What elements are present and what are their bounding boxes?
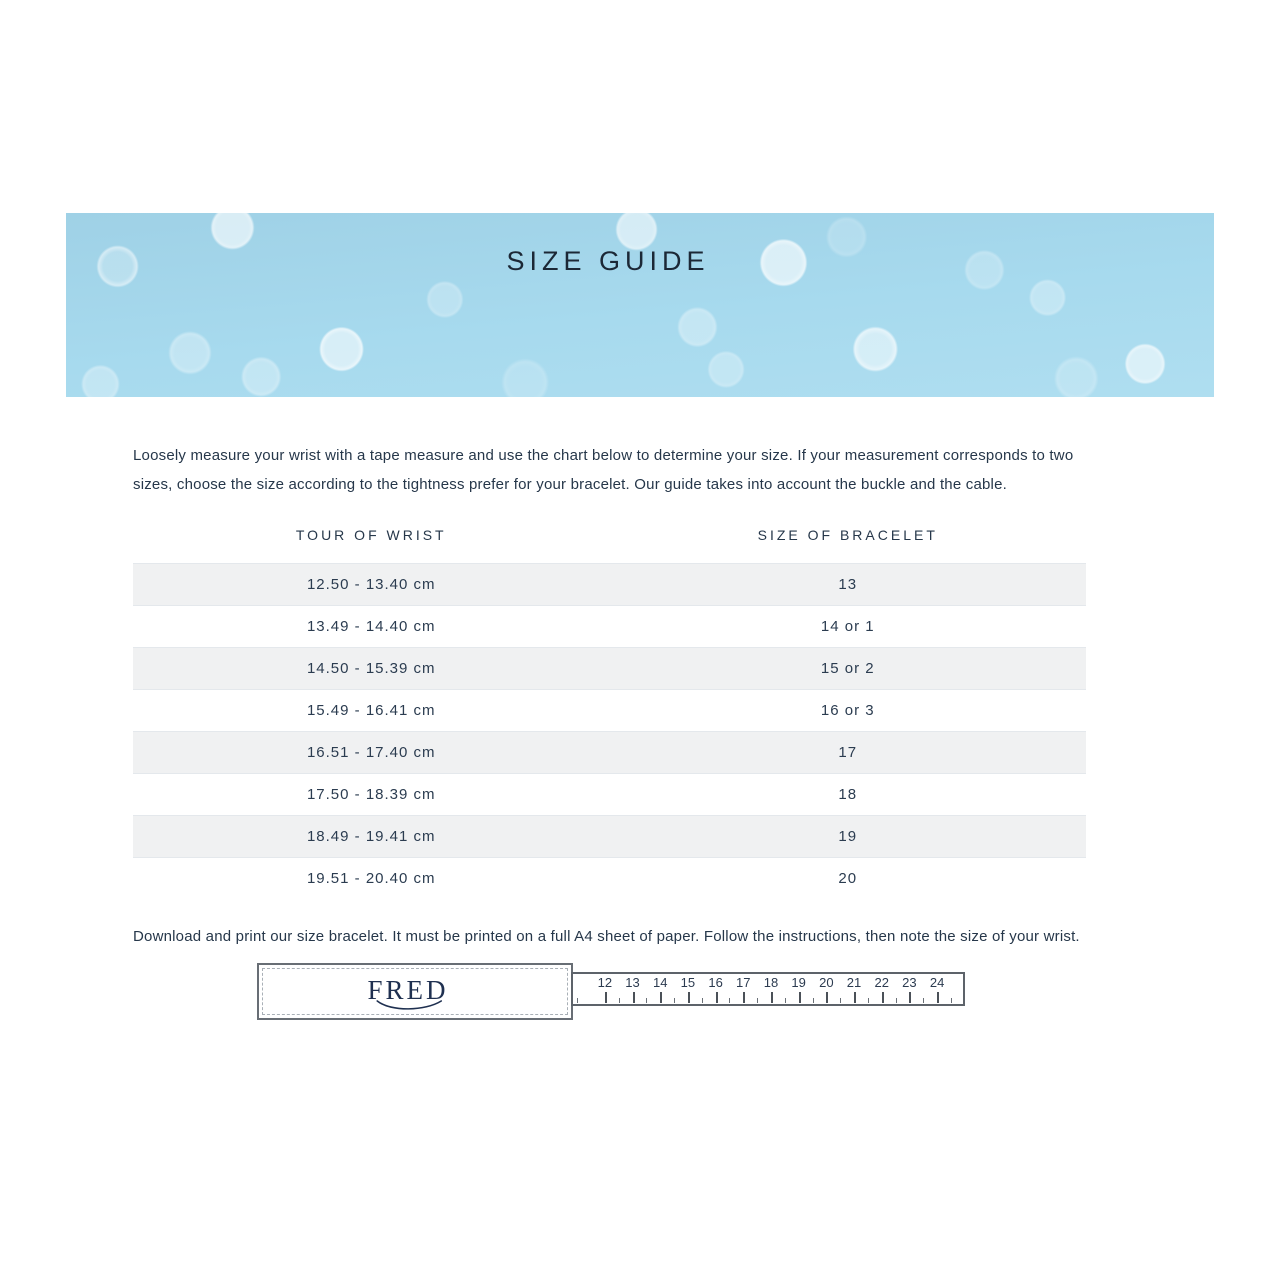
ruler-tick-long: [826, 992, 829, 1003]
fred-logo: FRED: [367, 975, 449, 1005]
ruler-mark: 24: [923, 974, 952, 1004]
ruler-number: 15: [680, 975, 696, 990]
bracelet-size-cell: 18: [838, 786, 858, 803]
ruler-tick-short: [784, 998, 786, 1003]
ruler-number: 21: [846, 975, 862, 990]
ruler-number: 22: [874, 975, 889, 990]
ruler-tick-short: [618, 998, 620, 1003]
ruler-mark: 19: [785, 974, 814, 1004]
ruler-mark: 14: [646, 974, 676, 1004]
table-row: 18.49 - 19.41 cm 19: [133, 815, 1086, 858]
wrist-range-cell: 18.49 - 19.41 cm: [133, 815, 610, 858]
size-guide-content: Loosely measure your wrist with a tape m…: [133, 441, 1086, 1027]
wrist-range-cell: 16.51 - 17.40 cm: [133, 731, 610, 774]
ruler-number: 23: [902, 975, 917, 990]
ruler-tick-long: [743, 992, 746, 1003]
wrist-range-cell: 15.49 - 16.41 cm: [306, 702, 436, 719]
ruler-number: 20: [819, 975, 834, 990]
ruler-number: 19: [791, 975, 806, 990]
ruler-number: 14: [652, 975, 668, 990]
table-header-row: TOUR OF WRIST SIZE OF BRACELET: [133, 527, 1086, 564]
bracelet-size-cell: 14 or 1: [820, 618, 875, 635]
ruler-tick-long: [660, 992, 663, 1003]
ruler-tick-long: [881, 992, 884, 1003]
bracelet-size-cell: 13: [609, 563, 1086, 606]
ruler-mark: 21: [840, 974, 869, 1004]
ruler-number: 18: [763, 975, 779, 990]
ruler-tick-long: [770, 992, 773, 1003]
page-title: SIZE GUIDE: [506, 246, 710, 276]
ruler-tick-long: [798, 992, 801, 1003]
ruler-mark: 22: [868, 974, 897, 1004]
ruler-tick-short: [895, 998, 897, 1003]
table-row: 19.51 - 20.40 cm 20: [133, 858, 1086, 900]
ruler-number: 24: [929, 975, 945, 990]
download-instructions: Download and print our size bracelet. It…: [133, 928, 1080, 945]
ruler-tick-long: [632, 992, 635, 1003]
table-row: 13.49 - 14.40 cm 14 or 1: [133, 606, 1086, 648]
size-table: TOUR OF WRIST SIZE OF BRACELET 12.50 - 1…: [133, 527, 1086, 899]
bracelet-size-cell: 20: [838, 870, 858, 887]
intro-text: Loosely measure your wrist with a tape m…: [133, 447, 1074, 493]
ruler-scale: 12 13 14 15 16 17 18 19 20 21 22 23 24: [577, 974, 952, 1004]
wrist-range-cell: 13.49 - 14.40 cm: [306, 618, 436, 635]
sizer-brand-tab: FRED: [257, 963, 573, 1020]
ruler-mark: 17: [729, 974, 759, 1004]
ruler-number: 17: [736, 975, 751, 990]
ruler-mark: 23: [896, 974, 925, 1004]
wrist-range-cell: 12.50 - 13.40 cm: [133, 563, 610, 606]
ruler-mark: 16: [702, 974, 731, 1004]
ruler-tick-long: [687, 992, 690, 1003]
ruler-mark: 15: [674, 974, 703, 1004]
bracelet-size-cell: 19: [609, 815, 1086, 858]
table-row: 17.50 - 18.39 cm 18: [133, 774, 1086, 816]
ruler-tick-short: [646, 998, 648, 1003]
table-row: 12.50 - 13.40 cm 13: [133, 563, 1086, 606]
ruler-tick-short: [701, 998, 703, 1003]
bracelet-sizer-graphic: FRED 12 13 14 15 16 17 18 19 20 21 22 23…: [133, 963, 1086, 1027]
bracelet-size-cell: 16 or 3: [820, 702, 875, 719]
ruler-tick-long: [937, 992, 940, 1003]
ruler-mark: 18: [757, 974, 786, 1004]
ruler-mark: 12: [591, 974, 620, 1004]
table-row: 16.51 - 17.40 cm 17: [133, 731, 1086, 774]
table-row: 14.50 - 15.39 cm 15 or 2: [133, 647, 1086, 690]
ruler-tick-short: [867, 998, 869, 1003]
bracelet-size-cell: 17: [609, 731, 1086, 774]
ruler-tick-short: [674, 998, 676, 1003]
wrist-range-cell: 14.50 - 15.39 cm: [133, 647, 610, 690]
ruler-tick-long: [715, 992, 718, 1003]
ruler-tick-short: [950, 998, 952, 1003]
column-header-size-of-bracelet: SIZE OF BRACELET: [757, 527, 938, 543]
column-header-tour-of-wrist: TOUR OF WRIST: [295, 527, 447, 543]
ruler-number: 12: [597, 975, 613, 990]
ruler-mark: 13: [619, 974, 648, 1004]
ruler-number: 13: [625, 975, 640, 990]
ruler-tick-short: [812, 998, 814, 1003]
ruler-number: 16: [708, 975, 723, 990]
size-guide-banner: SIZE GUIDE: [66, 213, 1214, 397]
ruler-tick-short: [729, 998, 731, 1003]
sizer-ruler: 12 13 14 15 16 17 18 19 20 21 22 23 24: [571, 972, 965, 1006]
bracelet-size-cell: 15 or 2: [609, 647, 1086, 690]
ruler-tick-long: [604, 992, 607, 1003]
ruler-tick-long: [909, 992, 912, 1003]
table-row: 15.49 - 16.41 cm 16 or 3: [133, 690, 1086, 732]
ruler-tick-long: [854, 992, 857, 1003]
ruler-tick-short: [923, 998, 925, 1003]
ruler-mark: 20: [813, 974, 842, 1004]
ruler-tick-short: [757, 998, 759, 1003]
wrist-range-cell: 17.50 - 18.39 cm: [306, 786, 436, 803]
fred-logo-swash: [376, 1000, 443, 1010]
wrist-range-cell: 19.51 - 20.40 cm: [306, 870, 436, 887]
ruler-tick-short: [840, 998, 842, 1003]
